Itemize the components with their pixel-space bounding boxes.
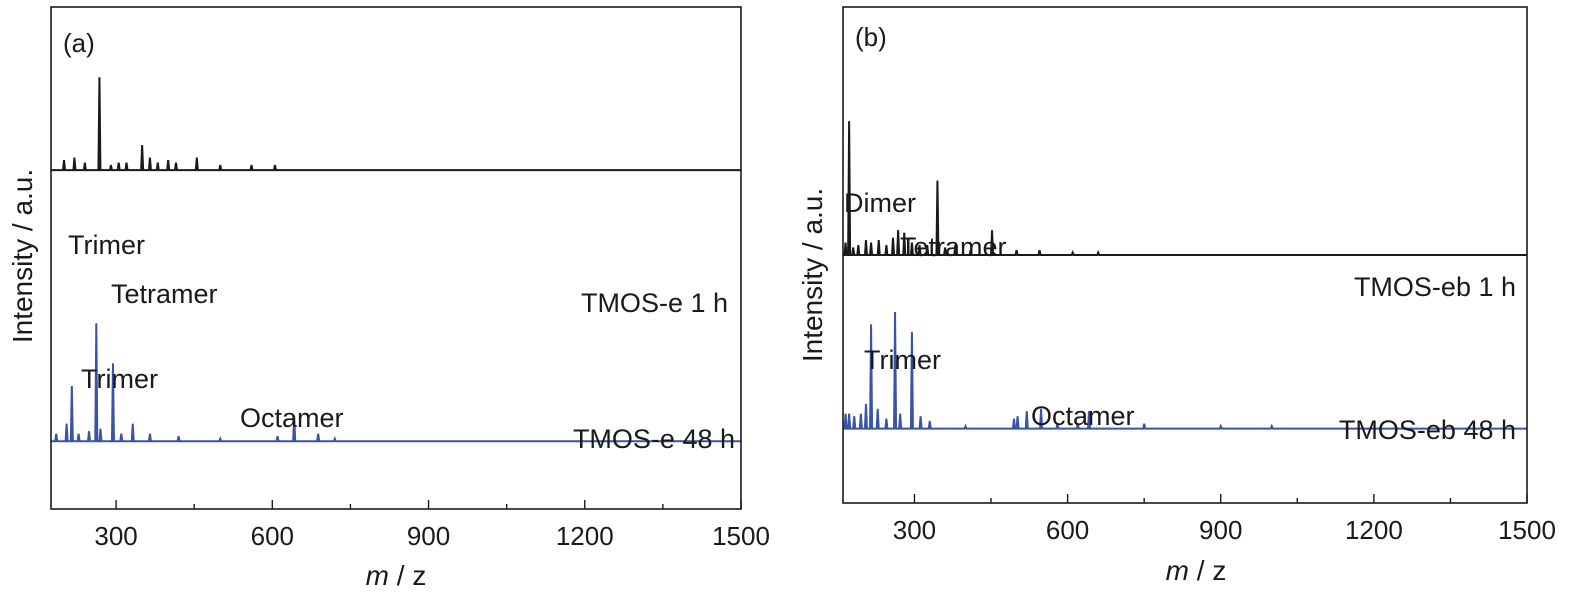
panel-a-tick-label-600: 600	[251, 521, 294, 551]
panel-a-series-label-48h: TMOS-e 48 h	[573, 424, 735, 454]
panel-b-xlabel-m: m	[1166, 555, 1189, 586]
panel-b-x-tick-labels: 300 600 900 1200 1500	[893, 515, 1556, 545]
panel-a-tick-label-900: 900	[407, 521, 450, 551]
panel-a-x-tick-labels: 300 600 900 1200 1500	[94, 521, 770, 551]
panel-b-tick-label-600: 600	[1046, 515, 1089, 545]
panel-a-frame	[50, 6, 742, 510]
panel-a-xlabel-rest: / z	[389, 560, 426, 591]
panel-b-xlabel: m / z	[1166, 555, 1227, 586]
panel-a: (a) Intensity / a.u. m / z 300 600 900 1…	[7, 6, 770, 591]
panel-b-tick-label-1500: 1500	[1498, 515, 1556, 545]
panel-b-label: (b)	[855, 22, 887, 52]
panel-a-label: (a)	[63, 28, 95, 58]
panel-a-tick-label-1200: 1200	[556, 521, 614, 551]
panel-b-ylabel: Intensity / a.u.	[797, 188, 828, 362]
panel-a-annotation-tetramer-1h: Tetramer	[111, 279, 218, 309]
panel-a-x-ticks	[115, 500, 742, 509]
panel-b-xlabel-rest: / z	[1189, 555, 1226, 586]
panel-b-series-tmos-eb-48h	[843, 312, 1527, 430]
panel-b-tick-label-300: 300	[893, 515, 936, 545]
panel-a-annotation-trimer-1h: Trimer	[68, 230, 145, 260]
panel-a-tick-label-1500: 1500	[712, 521, 770, 551]
panel-b-series-label-1h: TMOS-eb 1 h	[1354, 272, 1516, 302]
panel-b-annotation-dimer-1h: Dimer	[844, 188, 916, 218]
panel-a-annotation-octamer-48h: Octamer	[240, 403, 344, 433]
panel-a-tick-label-300: 300	[94, 521, 137, 551]
panel-a-series-tmos-e-48h	[51, 323, 741, 443]
panel-b-annotation-trimer-48h: Trimer	[864, 345, 941, 375]
panel-b-annotation-octamer-48h: Octamer	[1031, 401, 1135, 431]
panel-a-xlabel: m / z	[366, 560, 427, 591]
panel-a-xlabel-m: m	[366, 560, 389, 591]
panel-a-series-label-1h: TMOS-e 1 h	[581, 288, 728, 318]
panel-b-annotation-tetramer-1h: Tetramer	[900, 232, 1007, 262]
panel-b-x-ticks	[913, 494, 1528, 503]
panel-b-tick-label-1200: 1200	[1345, 515, 1403, 545]
panel-a-annotation-trimer-48h: Trimer	[81, 364, 158, 394]
panel-a-series-tmos-e-1h	[51, 77, 741, 172]
panel-a-ylabel: Intensity / a.u.	[7, 169, 38, 343]
panel-b-series-tmos-eb-1h	[843, 121, 1527, 256]
panel-b-frame	[842, 6, 1528, 504]
panel-b-series-label-48h: TMOS-eb 48 h	[1339, 415, 1516, 445]
panel-b: (b) Intensity / a.u. m / z 300 600 900 1…	[797, 6, 1556, 586]
panel-b-tick-label-900: 900	[1199, 515, 1242, 545]
